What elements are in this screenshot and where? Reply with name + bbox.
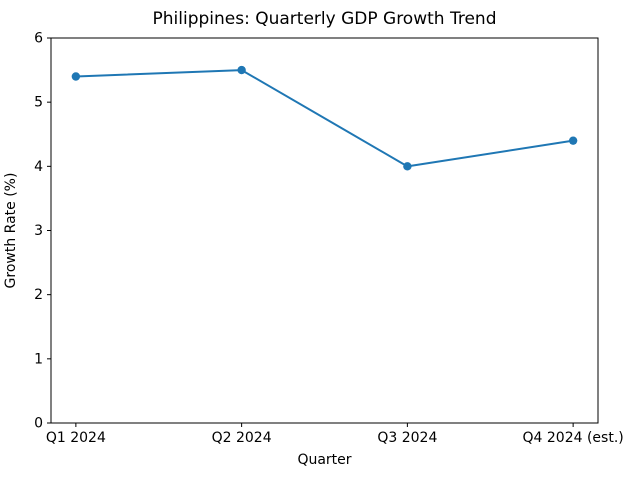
y-tick-label: 1	[34, 351, 43, 367]
data-point	[403, 162, 412, 171]
x-axis-label: Quarter	[297, 452, 351, 468]
plot-area: 0 1 2 3 4 5 6 Q1 2024 Q2 2024 Q3 2024 Q4 2024 (est…	[34, 31, 624, 447]
axes-spines	[50, 37, 599, 424]
y-tick-label: 4	[34, 159, 43, 175]
y-tick-label: 2	[34, 287, 43, 303]
data-point	[237, 65, 246, 75]
data-point	[71, 72, 81, 81]
y-tick-label: 3	[34, 223, 43, 239]
chart-title: Philippines: Quarterly GDP Growth Trend	[153, 9, 497, 29]
y-tick-label: 6	[34, 31, 43, 47]
growth-rate-line	[75, 69, 574, 168]
data-point	[568, 136, 578, 145]
y-tick-label: 5	[34, 95, 43, 111]
x-tick-label: Q1 2024	[46, 430, 106, 446]
x-tick-label: Q4 2024 (est.)	[523, 430, 624, 446]
y-tick-label: 0	[34, 416, 43, 432]
x-tick-label: Q3 2024	[377, 430, 437, 446]
y-axis-label: Growth Rate (%)	[3, 173, 19, 289]
x-tick-label: Q2 2024	[212, 430, 272, 446]
